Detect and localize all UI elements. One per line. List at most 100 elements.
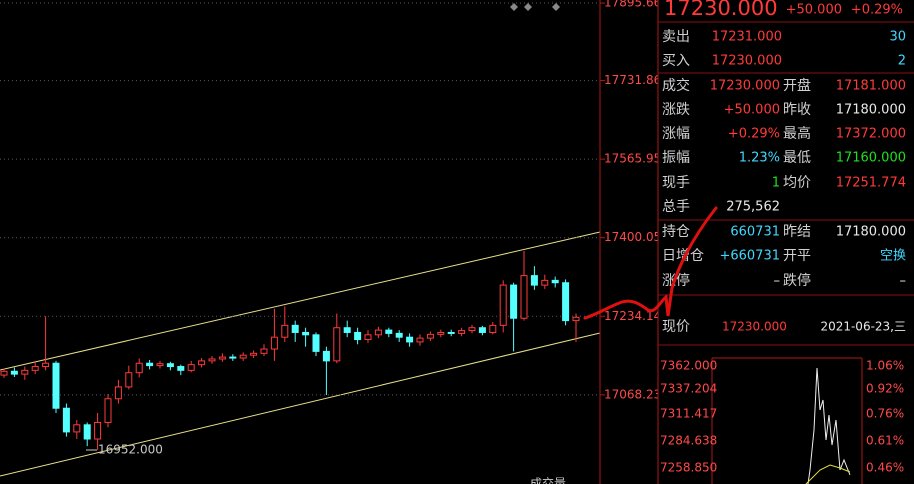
book-price: 17230.000 xyxy=(712,54,782,69)
mini-tick-label: 0.76% xyxy=(866,407,904,421)
position-value: 17180.000 xyxy=(836,225,906,240)
candle-body xyxy=(426,333,434,339)
candle-body xyxy=(250,352,258,356)
candle-body xyxy=(281,324,289,338)
candle-body xyxy=(520,275,528,319)
mini-tick-label: 7337.204 xyxy=(660,382,717,396)
stat-value: +0.29% xyxy=(728,127,780,142)
candle-body xyxy=(291,324,299,333)
mini-tick-label: 7258.850 xyxy=(660,461,717,475)
stat-label: 最高 xyxy=(783,125,811,142)
stat-value: 17181.000 xyxy=(836,79,906,94)
position-label: 昨结 xyxy=(783,224,811,240)
stat-label: 涨跌 xyxy=(662,102,690,118)
candle-body xyxy=(114,386,122,400)
book-volume: 2 xyxy=(898,54,906,69)
stat-label: 总手 xyxy=(662,199,690,215)
book-label: 买入 xyxy=(662,53,690,69)
mini-avg xyxy=(805,464,851,484)
position-value: +660731 xyxy=(719,249,780,264)
candle-body xyxy=(468,327,476,332)
candle-body xyxy=(21,369,29,375)
candle-body xyxy=(198,360,206,366)
candle-body xyxy=(239,354,247,359)
channel-lower xyxy=(0,332,601,477)
candle-body xyxy=(94,421,102,440)
candle-body xyxy=(104,398,112,423)
volume-label: 成交量 xyxy=(530,476,566,484)
candle-body xyxy=(489,324,497,333)
candle-body xyxy=(374,329,382,336)
mini-tick-label: 7284.638 xyxy=(660,434,717,448)
candle-body xyxy=(187,364,195,371)
mini-tick-label: 7362.000 xyxy=(660,359,717,373)
mini-tick-label: 1.06% xyxy=(866,359,904,373)
mini-tick-label: 0.46% xyxy=(866,461,904,475)
stat-value: 17230.000 xyxy=(710,79,780,94)
candle-body xyxy=(0,370,8,376)
candle-body xyxy=(437,331,445,335)
position-value: – xyxy=(900,274,907,289)
candle-body xyxy=(10,370,18,375)
candle-body xyxy=(42,362,50,368)
header-change: +50.000 xyxy=(786,3,842,18)
candle-body xyxy=(416,337,424,343)
stat-value: 17160.000 xyxy=(836,151,906,166)
y-tick-label: 17400.05 xyxy=(604,230,661,244)
stat-value: 17251.774 xyxy=(836,176,906,191)
stat-value: 17372.000 xyxy=(836,127,906,142)
candle-body xyxy=(73,424,81,433)
stat-label: 昨收 xyxy=(783,102,811,118)
last-label: 现价 xyxy=(662,319,690,335)
candle-body xyxy=(52,362,60,409)
header-pct: +0.29% xyxy=(851,3,903,18)
header-price: 17230.000 xyxy=(664,0,778,20)
low-label: 16952.000 xyxy=(98,443,163,457)
stat-label: 均价 xyxy=(783,175,811,191)
mini-chart xyxy=(711,357,863,484)
candle-body xyxy=(31,366,39,371)
candle-body xyxy=(208,358,216,362)
candle-body xyxy=(406,336,414,343)
candle-body xyxy=(572,316,580,322)
last-price: 17230.000 xyxy=(722,320,787,334)
last-date: 2021-06-23,三 xyxy=(820,320,906,334)
stat-value: 1 xyxy=(772,176,780,191)
candle-body xyxy=(510,284,518,319)
candle-body xyxy=(229,356,237,359)
candle-body xyxy=(260,348,268,354)
stat-label: 最低 xyxy=(783,150,811,166)
candle-body xyxy=(478,327,486,333)
candle-body xyxy=(166,363,174,368)
y-tick-label: 17234.14 xyxy=(604,309,661,323)
candle-body xyxy=(312,334,320,352)
candle-body xyxy=(562,282,570,322)
stat-value: 1.23% xyxy=(739,151,780,166)
stat-label: 振幅 xyxy=(662,150,690,166)
candle-body xyxy=(218,356,226,360)
y-tick-label: 17895.66 xyxy=(604,0,661,10)
candle-body xyxy=(458,330,466,334)
mini-tick-label: 0.61% xyxy=(866,434,904,448)
candle-body xyxy=(333,327,341,362)
candle-body xyxy=(62,407,70,433)
mini-right-axis: 1.06% 0.92% 0.76% 0.61% 0.46% xyxy=(866,359,904,475)
y-tick-label: 17565.95 xyxy=(604,152,661,166)
y-tick-label: 17731.86 xyxy=(604,73,661,87)
mini-line xyxy=(807,367,851,484)
stat-value: 275,562 xyxy=(726,200,780,215)
candle-body xyxy=(385,329,393,334)
book-volume: 30 xyxy=(889,30,906,45)
position-value: 660731 xyxy=(730,225,780,240)
position-label: 跌停 xyxy=(783,272,811,289)
candle-body xyxy=(125,372,133,388)
price-chart xyxy=(0,2,601,477)
candle-body xyxy=(364,334,372,341)
quote-panel xyxy=(658,0,914,484)
position-label: 持仓 xyxy=(662,224,690,240)
book-price: 17231.000 xyxy=(712,30,782,45)
y-tick-label: 17068.23 xyxy=(604,387,661,401)
candle-body xyxy=(395,332,403,338)
candle-body xyxy=(551,279,559,284)
